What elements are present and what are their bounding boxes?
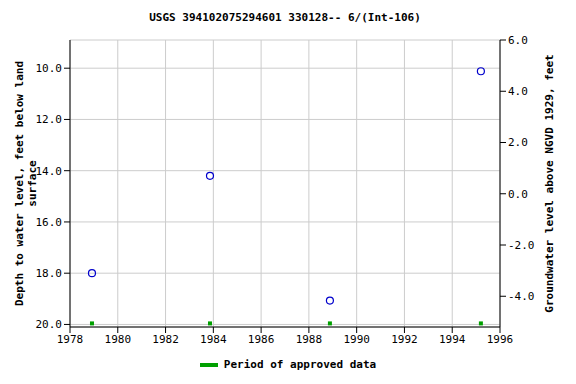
- svg-text:1990: 1990: [343, 333, 370, 346]
- svg-text:1984: 1984: [200, 333, 227, 346]
- svg-text:-4.0: -4.0: [508, 290, 535, 303]
- svg-text:12.0: 12.0: [36, 113, 63, 126]
- svg-text:2.0: 2.0: [508, 136, 528, 149]
- svg-text:1992: 1992: [391, 333, 418, 346]
- svg-text:1996: 1996: [487, 333, 514, 346]
- svg-text:Groundwater level above NGVD 1: Groundwater level above NGVD 1929, feet: [543, 54, 556, 312]
- svg-text:18.0: 18.0: [36, 267, 63, 280]
- svg-text:6.0: 6.0: [508, 34, 528, 47]
- svg-text:20.0: 20.0: [36, 318, 63, 331]
- svg-text:14.0: 14.0: [36, 165, 63, 178]
- svg-text:4.0: 4.0: [508, 85, 528, 98]
- svg-text:1980: 1980: [105, 333, 132, 346]
- svg-text:surface: surface: [26, 160, 39, 207]
- svg-text:0.0: 0.0: [508, 188, 528, 201]
- svg-text:1982: 1982: [152, 333, 179, 346]
- svg-text:1994: 1994: [439, 333, 466, 346]
- svg-text:10.0: 10.0: [36, 62, 63, 75]
- svg-text:16.0: 16.0: [36, 216, 63, 229]
- svg-text:Depth to water level, feet bel: Depth to water level, feet below land: [13, 61, 26, 306]
- svg-text:1986: 1986: [248, 333, 275, 346]
- svg-text:-2.0: -2.0: [508, 239, 535, 252]
- svg-text:1978: 1978: [57, 333, 84, 346]
- svg-text:1988: 1988: [296, 333, 323, 346]
- html-text:USGS 394102075294601 330128--: USGS 394102075294601 330128-- 6/(Int-106…: [149, 11, 421, 24]
- html-text:Period of approved data: Period of approved data: [223, 358, 377, 371]
